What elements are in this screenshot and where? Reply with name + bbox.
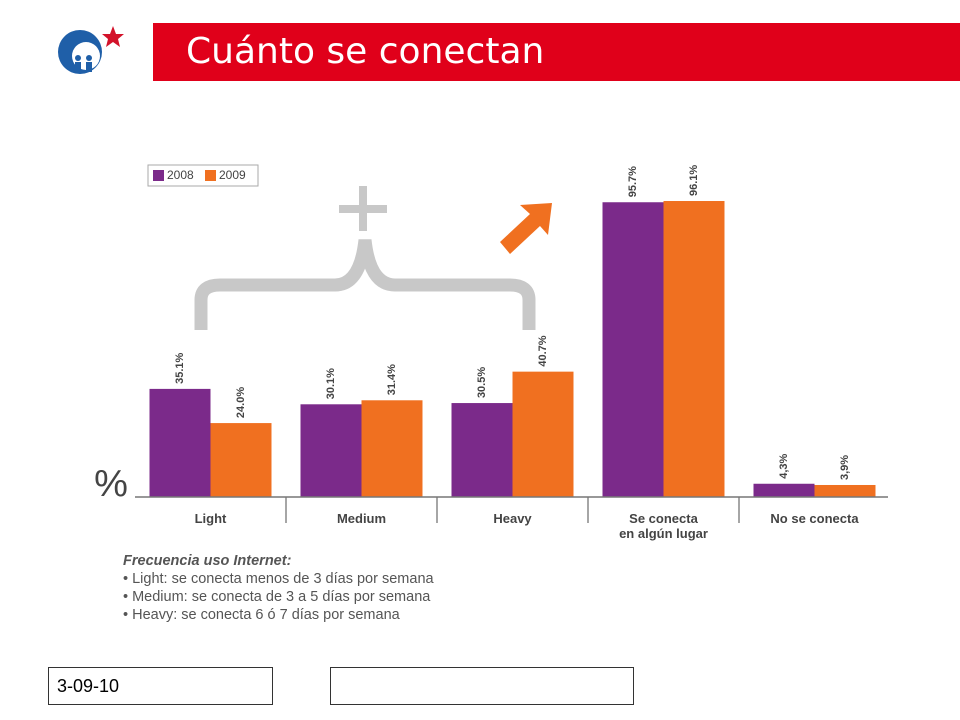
footnote-title: Frecuencia uso Internet: (123, 553, 292, 569)
value-label: 4,3% (778, 453, 790, 478)
value-label: 30.1% (325, 368, 337, 399)
footnote-line: • Heavy: se conecta 6 ó 7 días por seman… (123, 607, 400, 623)
logo (58, 26, 124, 74)
legend-label: 2009 (219, 168, 246, 182)
bar (210, 423, 272, 497)
footnote-line: • Light: se conecta menos de 3 días por … (123, 571, 434, 587)
value-label: 31.4% (386, 364, 398, 395)
bar (753, 483, 815, 497)
legend-swatch (205, 170, 216, 181)
decoration (194, 186, 552, 330)
bar (512, 371, 574, 497)
x-tick-label: Se conecta en algún lugar (619, 511, 708, 541)
footnote-line: • Medium: se conecta de 3 a 5 días por s… (123, 589, 431, 605)
value-label: 30.5% (476, 367, 488, 398)
legend-label: 2008 (167, 168, 194, 182)
date: 3-09-10 (57, 676, 120, 696)
footer-box (330, 667, 634, 705)
y-axis-label: % (94, 463, 128, 505)
x-tick-label: Medium (336, 511, 387, 526)
bar (361, 400, 423, 497)
value-label: 95.7% (627, 166, 639, 197)
x-tick-label: Heavy (493, 511, 532, 526)
bar (149, 388, 211, 497)
date-box: 3-09-10 (48, 667, 273, 705)
slide-title: Cuánto se conectan (186, 31, 545, 72)
value-label: 3,9% (839, 455, 851, 480)
value-label: 24.0% (235, 387, 247, 418)
bar (300, 404, 362, 497)
value-label: 40.7% (537, 335, 549, 366)
value-label: 96.1% (688, 165, 700, 196)
x-tick-label: No se conecta (770, 511, 859, 526)
value-label: 35.1% (174, 352, 186, 383)
bar (451, 403, 513, 497)
bar (663, 201, 725, 497)
legend-box (147, 164, 259, 187)
x-tick-label: Light (194, 511, 227, 526)
header-band (153, 23, 960, 81)
bar (602, 202, 664, 497)
footnote: Frecuencia uso Internet: • Light: se con… (123, 552, 434, 624)
legend-swatch (153, 170, 164, 181)
bar (814, 484, 876, 497)
